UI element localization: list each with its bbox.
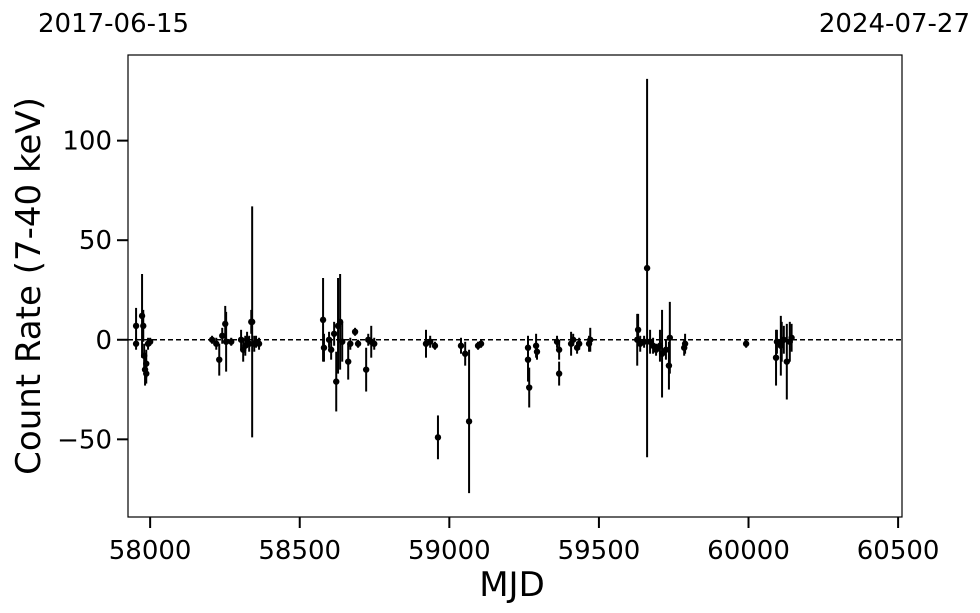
data-point	[248, 318, 256, 326]
data-point	[132, 322, 140, 330]
data-point	[132, 340, 140, 347]
data-point	[526, 384, 533, 391]
data-point	[216, 356, 223, 363]
data-point	[555, 370, 563, 377]
y-axis-label: Count Rate (7-40 keV)	[9, 97, 49, 475]
data-point	[666, 334, 674, 341]
data-point	[457, 342, 465, 349]
data-point	[634, 326, 642, 334]
x-axis-label: MJD	[479, 565, 545, 605]
y-tick-label: −50	[57, 425, 112, 455]
data-point	[587, 336, 594, 343]
data-point	[255, 340, 263, 347]
data-point	[362, 366, 370, 373]
data-point	[320, 344, 328, 351]
data-point	[652, 346, 660, 353]
data-point	[143, 370, 150, 377]
data-point	[219, 332, 226, 339]
data-point	[431, 342, 439, 349]
data-point	[780, 336, 788, 343]
data-point	[319, 316, 327, 324]
data-point	[461, 350, 469, 357]
data-point	[339, 338, 346, 345]
date-label: 2024-07-27	[819, 9, 970, 39]
data-point	[681, 340, 689, 347]
data-point	[533, 348, 541, 355]
data-point	[524, 356, 532, 363]
data-point	[555, 346, 563, 353]
data-point	[772, 354, 780, 361]
x-tick-label: 60000	[707, 536, 790, 566]
data-point	[640, 338, 648, 345]
data-point	[569, 336, 577, 343]
data-point	[222, 338, 230, 345]
data-point	[773, 338, 781, 345]
data-point	[354, 340, 362, 347]
data-point	[345, 358, 352, 365]
y-tick-label: 50	[79, 226, 112, 256]
data-point	[208, 336, 216, 343]
data-point	[143, 360, 150, 367]
data-point	[140, 322, 147, 330]
data-point	[146, 338, 154, 345]
data-point	[347, 340, 354, 347]
data-point	[742, 340, 750, 347]
data-point	[477, 340, 485, 347]
data-point	[643, 264, 651, 272]
x-tick-label: 58000	[109, 536, 192, 566]
data-point	[327, 346, 335, 353]
data-point	[434, 434, 442, 441]
data-point	[783, 358, 791, 365]
data-point	[213, 340, 220, 347]
data-point	[658, 350, 666, 357]
data-point	[788, 334, 795, 341]
data-point	[333, 378, 340, 385]
data-point	[371, 340, 378, 347]
data-point	[575, 340, 583, 347]
x-tick-label: 60500	[857, 536, 940, 566]
y-tick-label: 0	[95, 326, 112, 356]
x-tick-label: 59000	[408, 536, 491, 566]
date-label: 2017-06-15	[38, 9, 189, 39]
y-tick-label: 100	[62, 127, 112, 157]
data-point	[138, 312, 146, 320]
data-point	[351, 328, 359, 336]
data-point	[465, 418, 473, 425]
plot-frame	[127, 54, 903, 518]
data-point	[245, 340, 253, 347]
data-point	[426, 338, 434, 345]
data-point	[662, 346, 670, 353]
data-point	[330, 330, 338, 337]
x-tick-label: 59500	[558, 536, 641, 566]
data-point	[228, 338, 235, 345]
x-tick-label: 58500	[258, 536, 341, 566]
